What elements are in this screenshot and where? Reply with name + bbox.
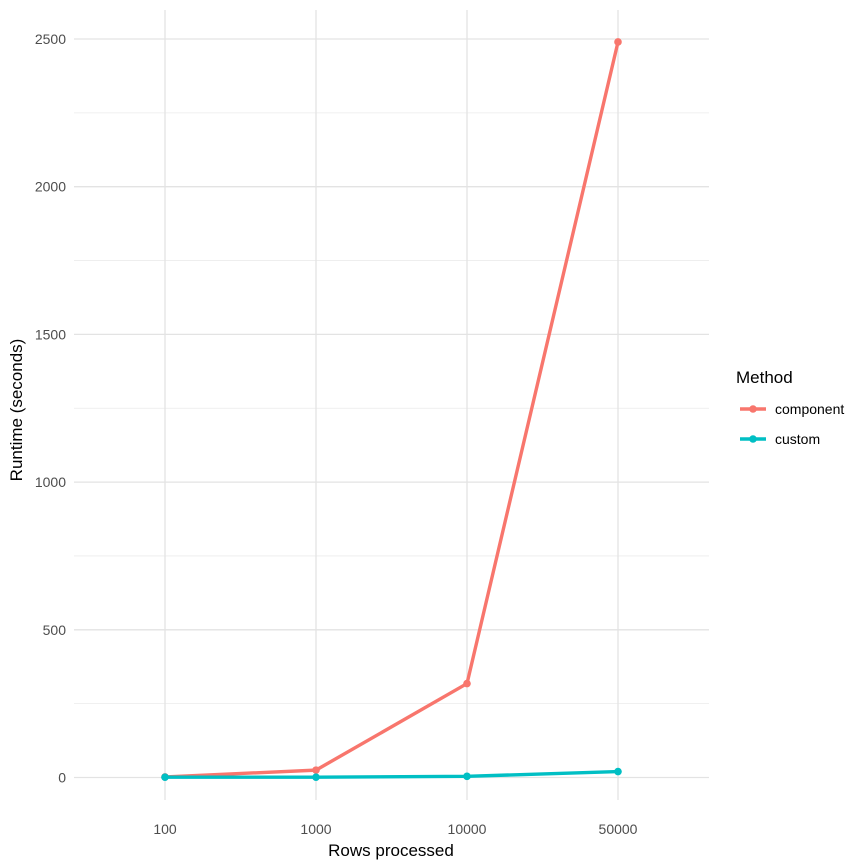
legend-label: component bbox=[775, 401, 844, 417]
data-point-component bbox=[614, 38, 622, 46]
legend-label: custom bbox=[775, 431, 820, 447]
y-tick-label: 1500 bbox=[35, 326, 66, 342]
x-tick-label: 100 bbox=[153, 821, 177, 837]
legend-swatch-point bbox=[749, 405, 757, 413]
x-tick-label: 1000 bbox=[300, 821, 331, 837]
x-tick-label: 50000 bbox=[599, 821, 638, 837]
x-axis-tick-labels: 100 1000 10000 50000 bbox=[153, 821, 637, 837]
data-point-custom bbox=[463, 772, 471, 781]
legend-swatch-point bbox=[749, 435, 757, 443]
y-tick-label: 1000 bbox=[35, 474, 66, 490]
data-point-custom bbox=[161, 773, 169, 782]
series-line-component bbox=[163, 40, 620, 779]
x-tick-label: 10000 bbox=[448, 821, 487, 837]
data-point-component bbox=[312, 766, 320, 774]
major-gridlines bbox=[74, 10, 709, 800]
data-point-custom bbox=[614, 767, 622, 776]
series-layer bbox=[161, 38, 622, 782]
legend-items: component custom bbox=[740, 401, 844, 447]
y-tick-label: 500 bbox=[43, 622, 67, 638]
legend-title: Method bbox=[736, 368, 793, 387]
legend: Method component custom bbox=[736, 368, 844, 447]
y-axis-tick-labels: 0 500 1000 1500 2000 2500 bbox=[35, 31, 66, 786]
series-line-custom bbox=[163, 769, 620, 779]
y-axis-title: Runtime (seconds) bbox=[7, 339, 26, 482]
y-tick-label: 0 bbox=[58, 770, 66, 786]
y-tick-label: 2000 bbox=[35, 179, 66, 195]
legend-key-component bbox=[740, 405, 766, 413]
data-point-component bbox=[463, 679, 471, 688]
x-axis-title: Rows processed bbox=[328, 841, 454, 860]
data-point-custom bbox=[312, 773, 320, 782]
legend-key-custom bbox=[740, 435, 766, 443]
minor-gridlines bbox=[74, 112, 709, 705]
y-tick-label: 2500 bbox=[35, 31, 66, 47]
